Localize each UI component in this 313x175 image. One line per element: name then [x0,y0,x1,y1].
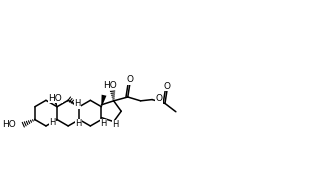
Polygon shape [101,95,106,107]
Text: HO: HO [104,81,117,90]
Text: H: H [112,120,119,129]
Polygon shape [51,95,57,107]
Text: O: O [155,94,162,103]
Text: HO: HO [48,94,62,103]
Text: H: H [100,119,107,128]
Text: HO: HO [2,120,15,129]
Text: H: H [74,99,80,108]
Text: H: H [75,119,81,128]
Text: O: O [126,75,133,84]
Text: O: O [163,82,170,91]
Text: H: H [49,118,55,127]
